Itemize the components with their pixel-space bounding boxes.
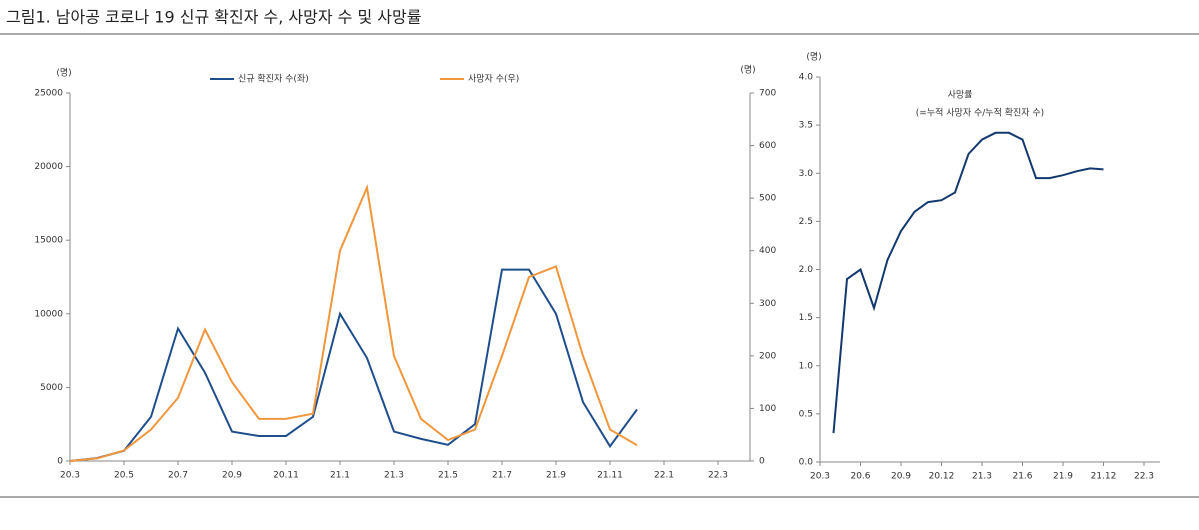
y2-tick-label: 0 bbox=[759, 457, 765, 467]
y-tick-label: 2.0 bbox=[799, 265, 814, 275]
y2-tick-label: 400 bbox=[759, 246, 776, 256]
series-line bbox=[832, 131, 1104, 434]
series-line bbox=[69, 268, 638, 462]
x-tick-label: 21.9 bbox=[1053, 472, 1073, 482]
x-tick-label: 20.11 bbox=[273, 471, 299, 481]
y2-tick-label: 600 bbox=[759, 141, 776, 151]
y2-axis-label: (명) bbox=[740, 65, 755, 76]
y2-tick-label: 200 bbox=[759, 351, 776, 361]
x-tick-label: 22.1 bbox=[654, 471, 674, 481]
y-tick-label: 5000 bbox=[40, 383, 63, 393]
y-tick-label: 4.0 bbox=[799, 73, 814, 83]
y-axis-label: (명) bbox=[806, 52, 821, 63]
x-tick-label: 20.6 bbox=[850, 472, 870, 482]
x-tick-label: 21.12 bbox=[1091, 472, 1117, 482]
x-tick-label: 20.12 bbox=[929, 472, 955, 482]
y2-tick-label: 700 bbox=[759, 89, 776, 99]
y-tick-label: 15000 bbox=[34, 236, 63, 246]
y-tick-label: 3.0 bbox=[799, 169, 814, 179]
y-tick-label: 3.5 bbox=[799, 121, 813, 131]
y-tick-label: 10000 bbox=[34, 309, 63, 319]
y-tick-label: 0 bbox=[57, 457, 63, 467]
x-tick-label: 20.7 bbox=[168, 471, 188, 481]
x-tick-label: 21.5 bbox=[438, 471, 458, 481]
y-tick-label: 0.0 bbox=[799, 458, 814, 468]
y-tick-label: 1.5 bbox=[799, 313, 813, 323]
y-tick-label: 1.0 bbox=[799, 361, 814, 371]
x-tick-label: 21.3 bbox=[384, 471, 404, 481]
x-tick-label: 22.3 bbox=[708, 471, 728, 481]
y2-tick-label: 500 bbox=[759, 194, 776, 204]
y-tick-label: 25000 bbox=[34, 89, 63, 99]
x-tick-label: 21.3 bbox=[972, 472, 992, 482]
x-tick-label: 21.1 bbox=[330, 471, 350, 481]
x-tick-label: 22.3 bbox=[1134, 472, 1154, 482]
y-tick-label: 0.5 bbox=[799, 409, 813, 419]
x-tick-label: 20.9 bbox=[222, 471, 242, 481]
y2-tick-label: 300 bbox=[759, 299, 776, 309]
x-tick-label: 20.3 bbox=[810, 472, 830, 482]
y-tick-label: 2.5 bbox=[799, 217, 813, 227]
legend-label: 신규 확진자 수(좌) bbox=[238, 73, 309, 85]
x-tick-label: 20.3 bbox=[60, 471, 80, 481]
y-axis-label: (명) bbox=[56, 68, 71, 79]
x-tick-label: 20.5 bbox=[114, 471, 134, 481]
page-title: 그림1. 남아공 코로나 19 신규 확진자 수, 사망자 수 및 사망률 bbox=[6, 8, 421, 27]
y2-tick-label: 100 bbox=[759, 404, 776, 414]
x-tick-label: 21.6 bbox=[1012, 472, 1032, 482]
x-tick-label: 21.7 bbox=[492, 471, 512, 481]
x-tick-label: 21.11 bbox=[597, 471, 623, 481]
x-tick-label: 21.9 bbox=[546, 471, 566, 481]
y-tick-label: 20000 bbox=[34, 162, 63, 172]
chart-title: 사망률 bbox=[948, 90, 973, 101]
x-tick-label: 20.9 bbox=[891, 472, 911, 482]
series-line bbox=[69, 184, 638, 462]
chart-subtitle: (=누적 사망자 수/누적 확진자 수) bbox=[916, 107, 1044, 119]
legend-label: 사망자 수(우) bbox=[468, 74, 519, 85]
